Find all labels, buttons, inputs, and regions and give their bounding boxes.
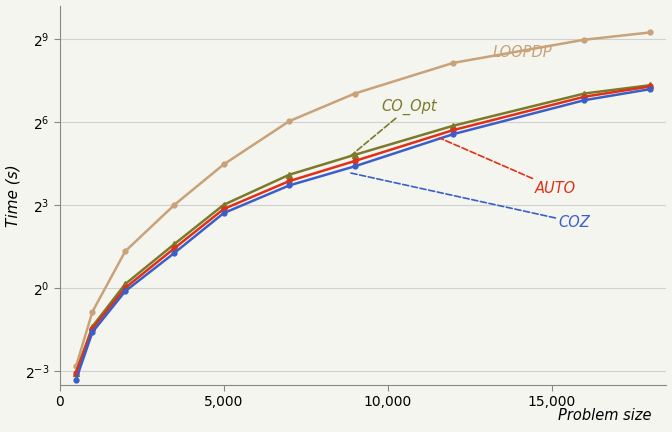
Text: CO_Opt: CO_Opt bbox=[350, 99, 437, 156]
Y-axis label: Time (s): Time (s) bbox=[5, 164, 21, 226]
Text: COZ: COZ bbox=[351, 173, 590, 229]
Text: AUTO: AUTO bbox=[439, 138, 577, 196]
Text: LOOPDP: LOOPDP bbox=[493, 45, 552, 60]
Text: Problem size: Problem size bbox=[558, 408, 652, 423]
